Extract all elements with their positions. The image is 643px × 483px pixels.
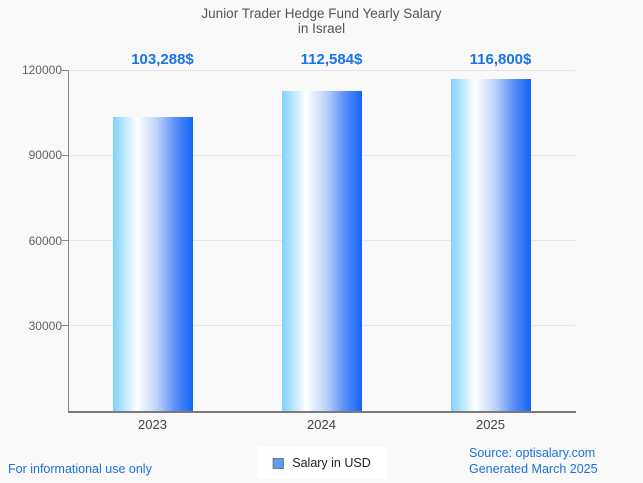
bar-2024 bbox=[281, 91, 362, 411]
bar-value-label-2023: 103,288$ bbox=[131, 51, 194, 68]
y-axis-tick bbox=[62, 325, 68, 327]
y-axis-tick bbox=[62, 240, 68, 241]
y-axis-line bbox=[68, 70, 69, 411]
bar-value-label-2025: 116,800$ bbox=[469, 51, 532, 68]
x-axis-label-2023: 2023 bbox=[138, 417, 167, 432]
bar-2025 bbox=[450, 79, 531, 411]
disclaimer-text: For informational use only bbox=[8, 462, 152, 476]
bar-2023 bbox=[112, 117, 193, 411]
y-axis-tick bbox=[62, 154, 68, 156]
chart-title: Junior Trader Hedge Fund Yearly Salary i… bbox=[0, 6, 643, 36]
legend-label: Salary in USD bbox=[292, 456, 371, 470]
chart-title-line1: Junior Trader Hedge Fund Yearly Salary bbox=[201, 6, 442, 21]
bar-value-label-2024: 112,584$ bbox=[300, 51, 363, 68]
y-tick-label: 90000 bbox=[28, 148, 62, 163]
y-axis-tick bbox=[62, 69, 68, 71]
source-block: Source: optisalary.com Generated March 2… bbox=[469, 445, 598, 477]
gridline bbox=[68, 69, 575, 71]
source-line-1: Source: optisalary.com bbox=[469, 446, 596, 460]
x-axis-label-2025: 2025 bbox=[476, 417, 505, 432]
source-line-2: Generated March 2025 bbox=[469, 462, 598, 476]
legend: Salary in USD bbox=[256, 447, 387, 479]
chart-title-line2: in Israel bbox=[297, 21, 346, 36]
x-axis-label-2024: 2024 bbox=[307, 417, 336, 432]
x-axis-line bbox=[68, 411, 576, 413]
y-tick-label: 60000 bbox=[28, 233, 62, 248]
y-tick-label: 120000 bbox=[21, 63, 62, 77]
y-tick-label: 30000 bbox=[28, 318, 62, 333]
legend-swatch-icon bbox=[272, 457, 284, 469]
